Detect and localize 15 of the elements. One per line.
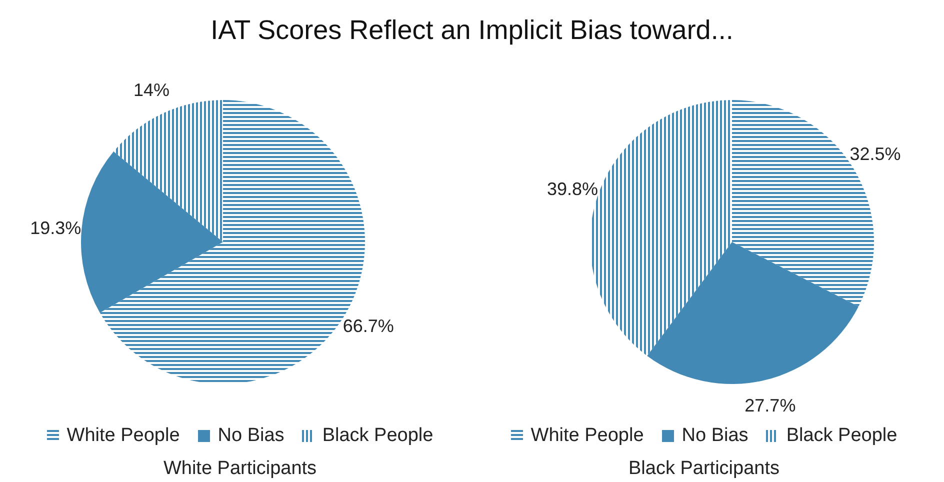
chart-title: IAT Scores Reflect an Implicit Bias toward... bbox=[210, 14, 734, 47]
data-label: 66.7% bbox=[342, 316, 394, 336]
data-label: 32.5% bbox=[850, 144, 901, 164]
legend-label: No Bias bbox=[682, 425, 748, 447]
text: White Participants bbox=[162, 458, 318, 480]
text: Black Participants bbox=[627, 458, 780, 480]
data-label: 27.7% bbox=[744, 396, 796, 416]
legend-label: Black People bbox=[786, 425, 898, 447]
legend-label: White People bbox=[530, 425, 644, 447]
legend-label: Black People bbox=[322, 425, 434, 447]
data-label: 39.8% bbox=[547, 179, 598, 200]
legend-label: White People bbox=[66, 425, 180, 447]
data-label: 14% bbox=[133, 80, 170, 100]
data-label: 19.3% bbox=[30, 218, 82, 238]
legend-label: No Bias bbox=[218, 425, 284, 447]
